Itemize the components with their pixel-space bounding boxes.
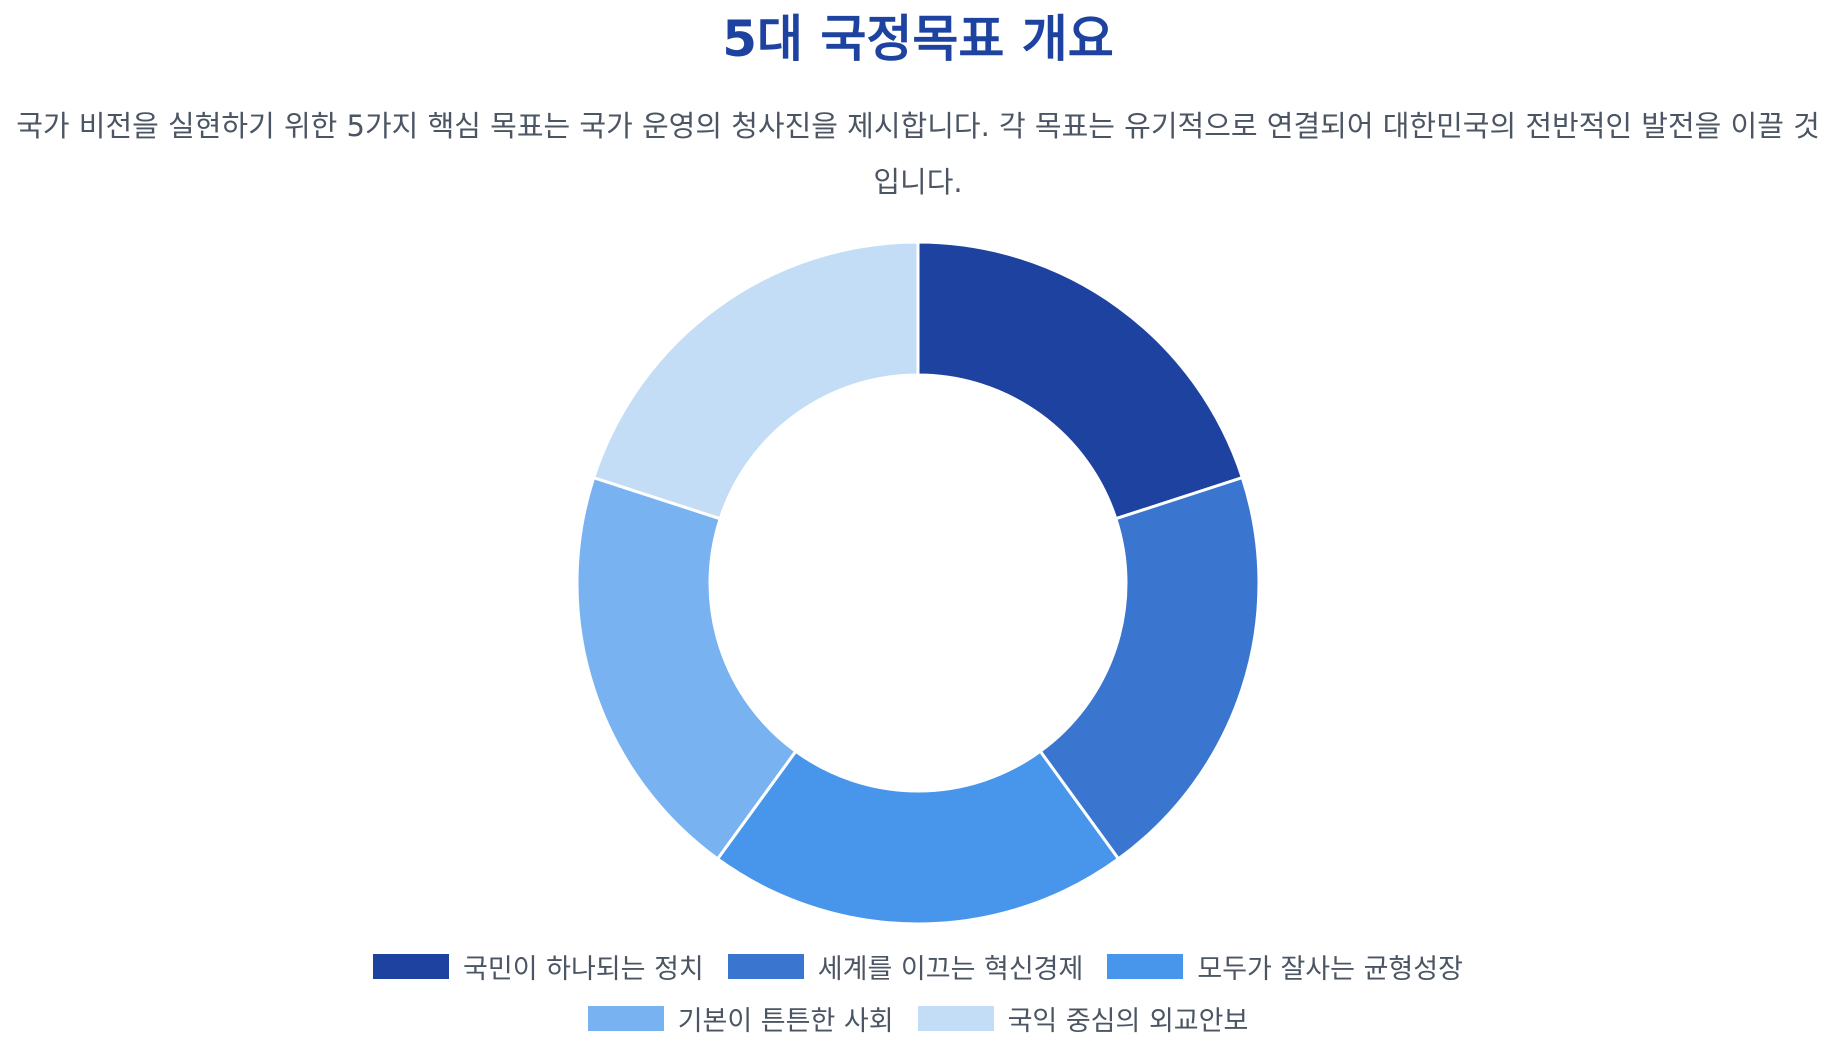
donut-slice-balanced-growth[interactable] <box>715 749 1121 926</box>
legend-row-1: 국민이 하나되는 정치 세계를 이끄는 혁신경제 모두가 잘사는 균형성장 <box>0 940 1836 992</box>
chart-description: 국가 비전을 실현하기 위한 5가지 핵심 목표는 국가 운영의 청사진을 제시… <box>16 109 1820 199</box>
legend-item-politics[interactable]: 국민이 하나되는 정치 <box>373 947 704 986</box>
legend-swatch <box>1107 953 1184 979</box>
legend-item-innovation-economy[interactable]: 세계를 이끄는 혁신경제 <box>727 947 1084 986</box>
chart-title: 5대 국정목표 개요 <box>722 10 1114 68</box>
donut-slice-diplomacy-security[interactable] <box>591 240 920 521</box>
legend-label: 국민이 하나되는 정치 <box>463 953 704 985</box>
legend-row-2: 기본이 튼튼한 사회 국익 중심의 외교안보 <box>0 992 1836 1044</box>
donut-chart <box>575 240 1261 926</box>
legend-swatch <box>587 1005 664 1031</box>
legend-label: 모두가 잘사는 균형성장 <box>1197 953 1463 985</box>
legend-swatch <box>373 953 450 979</box>
donut-slice-innovation-economy[interactable] <box>1038 475 1261 861</box>
legend-label: 국익 중심의 외교안보 <box>1007 1005 1249 1037</box>
legend-item-balanced-growth[interactable]: 모두가 잘사는 균형성장 <box>1107 947 1463 986</box>
legend-item-society[interactable]: 기본이 튼튼한 사회 <box>587 999 894 1038</box>
legend-label: 기본이 튼튼한 사회 <box>677 1005 894 1037</box>
legend-swatch <box>917 1005 994 1031</box>
legend-swatch <box>727 953 804 979</box>
chart-legend: 국민이 하나되는 정치 세계를 이끄는 혁신경제 모두가 잘사는 균형성장 기본… <box>0 940 1836 1044</box>
donut-slice-politics[interactable] <box>916 240 1245 521</box>
legend-item-diplomacy-security[interactable]: 국익 중심의 외교안보 <box>917 999 1249 1038</box>
legend-label: 세계를 이끄는 혁신경제 <box>817 953 1084 985</box>
donut-slice-society[interactable] <box>575 475 798 861</box>
